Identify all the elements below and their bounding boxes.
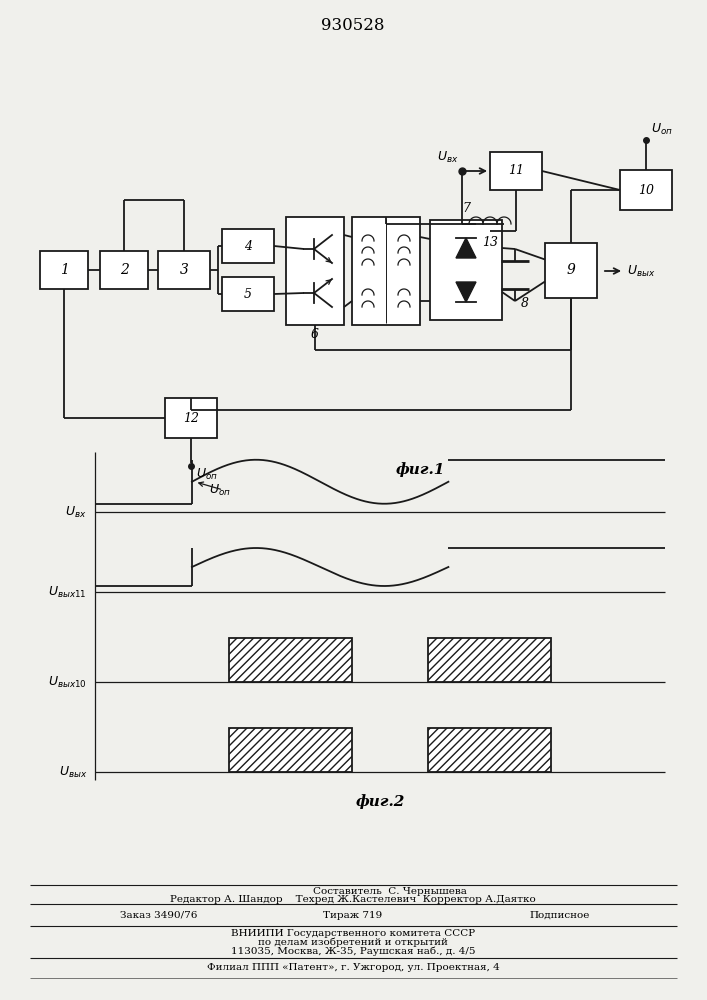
Text: Подписное: Подписное bbox=[530, 910, 590, 920]
Text: 9: 9 bbox=[566, 263, 575, 277]
Text: 11: 11 bbox=[508, 164, 524, 178]
Text: $U_{вх}$: $U_{вх}$ bbox=[438, 150, 459, 165]
Text: $U_{оп}$: $U_{оп}$ bbox=[651, 122, 673, 137]
Text: 4: 4 bbox=[244, 239, 252, 252]
Text: 12: 12 bbox=[183, 412, 199, 424]
Bar bbox=[229, 638, 351, 682]
Text: Заказ 3490/76: Заказ 3490/76 bbox=[120, 910, 197, 920]
Bar bbox=[158, 251, 210, 289]
Polygon shape bbox=[456, 238, 476, 258]
Text: $U_{вых}$: $U_{вых}$ bbox=[59, 764, 87, 780]
Bar bbox=[352, 217, 420, 325]
Text: 2: 2 bbox=[119, 263, 129, 277]
Text: 5: 5 bbox=[244, 288, 252, 300]
Text: $U_{вых}$: $U_{вых}$ bbox=[627, 263, 655, 279]
Bar bbox=[222, 277, 274, 311]
Polygon shape bbox=[456, 282, 476, 302]
Text: Филиал ППП «Патент», г. Ужгород, ул. Проектная, 4: Филиал ППП «Патент», г. Ужгород, ул. Про… bbox=[206, 964, 499, 972]
Text: 13: 13 bbox=[482, 236, 498, 249]
Text: фиг.1: фиг.1 bbox=[395, 463, 445, 477]
Bar bbox=[428, 728, 551, 772]
Text: 7: 7 bbox=[462, 202, 470, 215]
Text: Тираж 719: Тираж 719 bbox=[323, 910, 382, 920]
Text: по делам изобретений и открытий: по делам изобретений и открытий bbox=[258, 937, 448, 947]
Text: 6: 6 bbox=[311, 328, 319, 340]
Text: Составитель  С. Чернышева: Составитель С. Чернышева bbox=[313, 888, 467, 896]
Bar bbox=[229, 728, 351, 772]
Text: 10: 10 bbox=[638, 184, 654, 196]
Text: Редактор А. Шандор    Техред Ж.Кастелевич  Корректор А.Даятко: Редактор А. Шандор Техред Ж.Кастелевич К… bbox=[170, 896, 536, 904]
Text: фиг.2: фиг.2 bbox=[356, 795, 404, 809]
Text: 113035, Москва, Ж-35, Раушская наб., д. 4/5: 113035, Москва, Ж-35, Раушская наб., д. … bbox=[230, 946, 475, 956]
Bar bbox=[222, 229, 274, 263]
Bar bbox=[430, 220, 502, 320]
Bar bbox=[286, 217, 344, 325]
Text: ВНИИПИ Государственного комитета СССР: ВНИИПИ Государственного комитета СССР bbox=[231, 928, 475, 938]
Bar bbox=[545, 243, 597, 298]
Text: $U_{оп}$: $U_{оп}$ bbox=[209, 482, 231, 498]
Bar bbox=[165, 398, 217, 438]
Bar bbox=[428, 638, 551, 682]
Text: $U_{оп}$: $U_{оп}$ bbox=[196, 466, 218, 482]
Text: $U_{вых 11}$: $U_{вых 11}$ bbox=[48, 584, 87, 600]
Text: 930528: 930528 bbox=[321, 16, 385, 33]
Bar bbox=[100, 251, 148, 289]
Text: 1: 1 bbox=[59, 263, 69, 277]
Text: $U_{вых 10}$: $U_{вых 10}$ bbox=[48, 674, 87, 690]
Bar bbox=[40, 251, 88, 289]
Text: 3: 3 bbox=[180, 263, 189, 277]
Bar bbox=[490, 152, 542, 190]
Text: $U_{вх}$: $U_{вх}$ bbox=[66, 504, 87, 520]
Text: 8: 8 bbox=[521, 297, 529, 310]
Bar bbox=[620, 170, 672, 210]
